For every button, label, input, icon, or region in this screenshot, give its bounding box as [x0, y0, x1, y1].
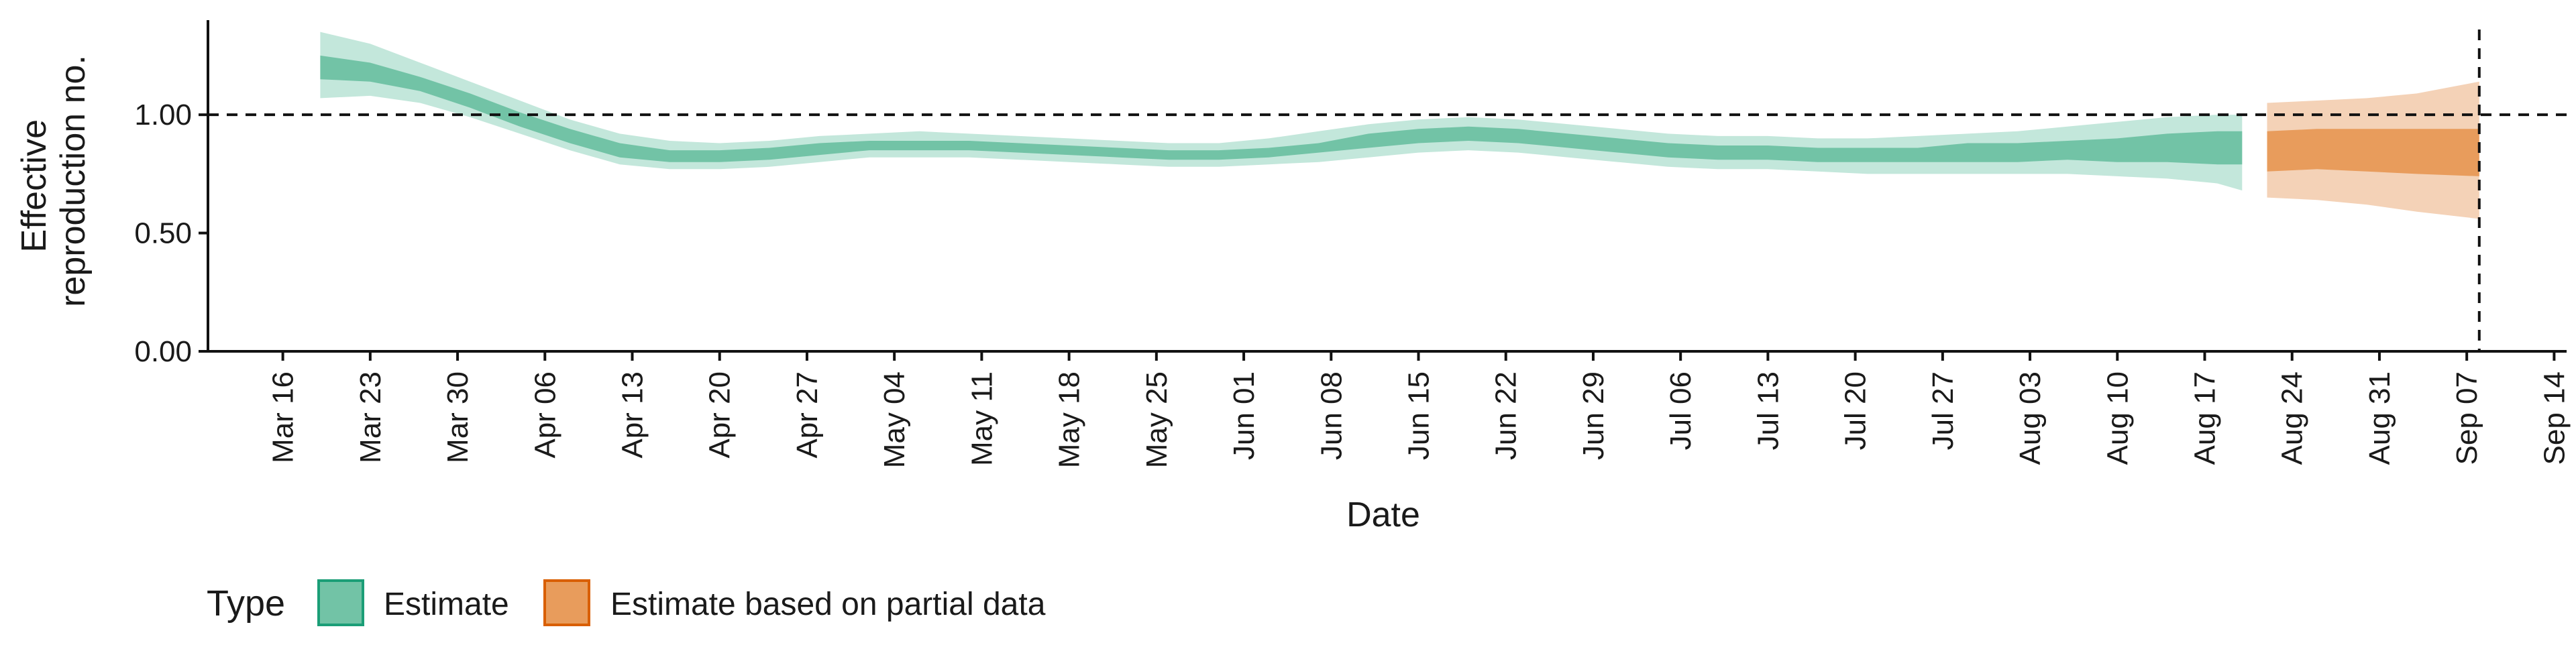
x-tick-label: May 18 [1053, 371, 1086, 468]
legend-key-estimate [317, 579, 364, 626]
x-tick-label: Jun 29 [1577, 371, 1610, 460]
y-axis-title-line-1: Effective [15, 119, 54, 252]
x-axis-ticks: Mar 16 Mar 23 Mar 30 Apr 06 Apr 13 Apr 20 Apr … [267, 351, 2571, 468]
band-50-partial [2267, 129, 2479, 176]
y-axis-title-line-2: reproduction no. [54, 55, 93, 307]
x-tick-label: May 11 [965, 371, 998, 466]
x-tick-label: Apr 27 [791, 371, 824, 459]
reference-lines [208, 30, 2567, 351]
x-tick-label: May 25 [1140, 371, 1173, 468]
y-tick-label: 0.00 [134, 335, 192, 368]
band-90-estimate [320, 32, 2243, 191]
x-tick-label: Jun 15 [1403, 371, 1436, 460]
band-50-estimate [320, 55, 2243, 165]
x-tick-label: Apr 20 [704, 371, 737, 459]
x-tick-label: Sep 14 [2538, 371, 2571, 465]
x-tick-label: Mar 16 [267, 371, 300, 463]
x-tick-label: Aug 03 [2014, 371, 2047, 465]
axes [207, 20, 2567, 353]
y-tick-label: 1.00 [134, 99, 192, 131]
legend-key-partial [543, 579, 590, 626]
x-tick-label: Apr 06 [529, 371, 561, 459]
x-tick-label: Jun 01 [1228, 371, 1260, 460]
legend-label-estimate: Estimate [384, 587, 509, 622]
x-tick-label: Aug 31 [2363, 371, 2396, 465]
x-tick-label: May 04 [878, 371, 911, 468]
legend: Type Estimate Estimate based on partial … [207, 579, 1046, 626]
x-tick-label: Jun 08 [1315, 371, 1348, 460]
x-tick-label: Jul 13 [1752, 371, 1784, 450]
x-axis-title: Date [1346, 495, 1420, 534]
x-tick-label: Jun 22 [1490, 371, 1523, 460]
legend-label-partial: Estimate based on partial data [610, 587, 1046, 622]
x-tick-label: Sep 07 [2451, 371, 2483, 465]
x-tick-label: Aug 24 [2276, 371, 2309, 465]
bands-layer [320, 32, 2479, 219]
x-tick-label: Jul 20 [1839, 371, 1872, 450]
y-axis-ticks: 0.00 0.50 1.00 [134, 99, 208, 368]
x-tick-label: Mar 23 [354, 371, 387, 463]
x-tick-label: Aug 10 [2101, 371, 2134, 465]
x-tick-label: Apr 13 [616, 371, 649, 459]
x-tick-label: Mar 30 [441, 371, 474, 463]
x-tick-label: Aug 17 [2189, 371, 2222, 465]
x-tick-label: Jul 27 [1927, 371, 1960, 450]
y-axis-title: Effective reproduction no. [15, 55, 93, 307]
legend-title: Type [207, 583, 285, 624]
x-tick-label: Jul 06 [1664, 371, 1697, 450]
y-tick-label: 0.50 [134, 217, 192, 250]
